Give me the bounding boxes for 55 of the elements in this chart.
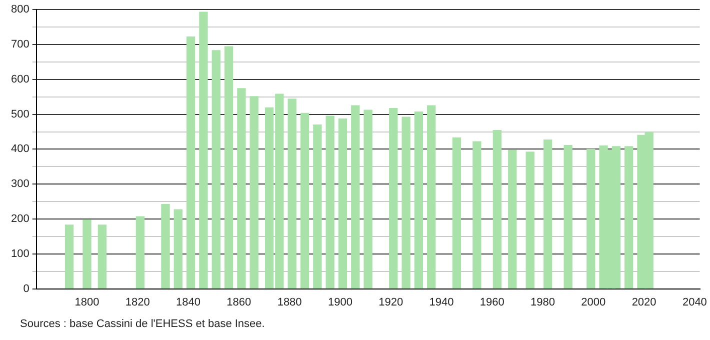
x-tick-label: 1880 [277,296,302,308]
bar [586,148,596,289]
bar [136,216,144,289]
x-tick-label: 1860 [226,296,252,308]
x-tick-label: 2040 [682,296,707,308]
bar [544,139,552,289]
bar [64,224,74,289]
bar [492,130,502,289]
x-tick-label: 1900 [328,296,352,308]
bar [224,46,234,289]
x-tick-label: 1920 [378,296,404,308]
bar [199,12,208,289]
x-tick-label: 1820 [125,296,150,308]
bar [508,150,517,289]
bar [526,152,534,289]
y-tick-label: 600 [10,73,30,86]
bar [472,141,482,289]
y-tick-label: 100 [10,248,30,260]
x-tick-label: 2020 [632,296,656,308]
source-note: Sources : base Cassini de l'EHESS et base Insee. [20,318,265,330]
bar [564,145,572,289]
x-tick-label: 1960 [480,296,504,308]
bar [288,98,296,289]
y-tick-label: 400 [10,143,30,156]
bar [174,209,182,289]
bar [402,116,410,289]
bar [338,118,348,289]
x-tick-label: 1940 [429,296,454,308]
bar [98,224,107,289]
y-tick-label: 200 [10,213,30,226]
x-tick-label: 2000 [581,296,606,308]
y-tick-label: 500 [10,108,30,120]
bar [300,112,310,289]
bar [82,219,92,289]
bar [624,146,634,289]
bar [237,88,246,289]
bar [427,105,436,289]
x-tick-label: 1980 [530,296,556,308]
bar [212,50,220,289]
bar [452,137,462,289]
bar [313,124,322,289]
x-tick-label: 1840 [176,296,201,308]
y-tick-label: 700 [10,38,30,51]
y-tick-label: 800 [10,4,30,16]
bar [161,204,170,289]
bar [186,36,196,289]
y-tick-label: 0 [23,282,30,295]
bar [250,96,258,289]
bar [326,116,334,289]
bar [414,112,424,289]
y-tick-label: 300 [10,178,30,190]
bar [351,105,360,289]
bar [389,108,398,289]
x-tick-label: 1800 [74,296,100,308]
bar [364,110,372,289]
